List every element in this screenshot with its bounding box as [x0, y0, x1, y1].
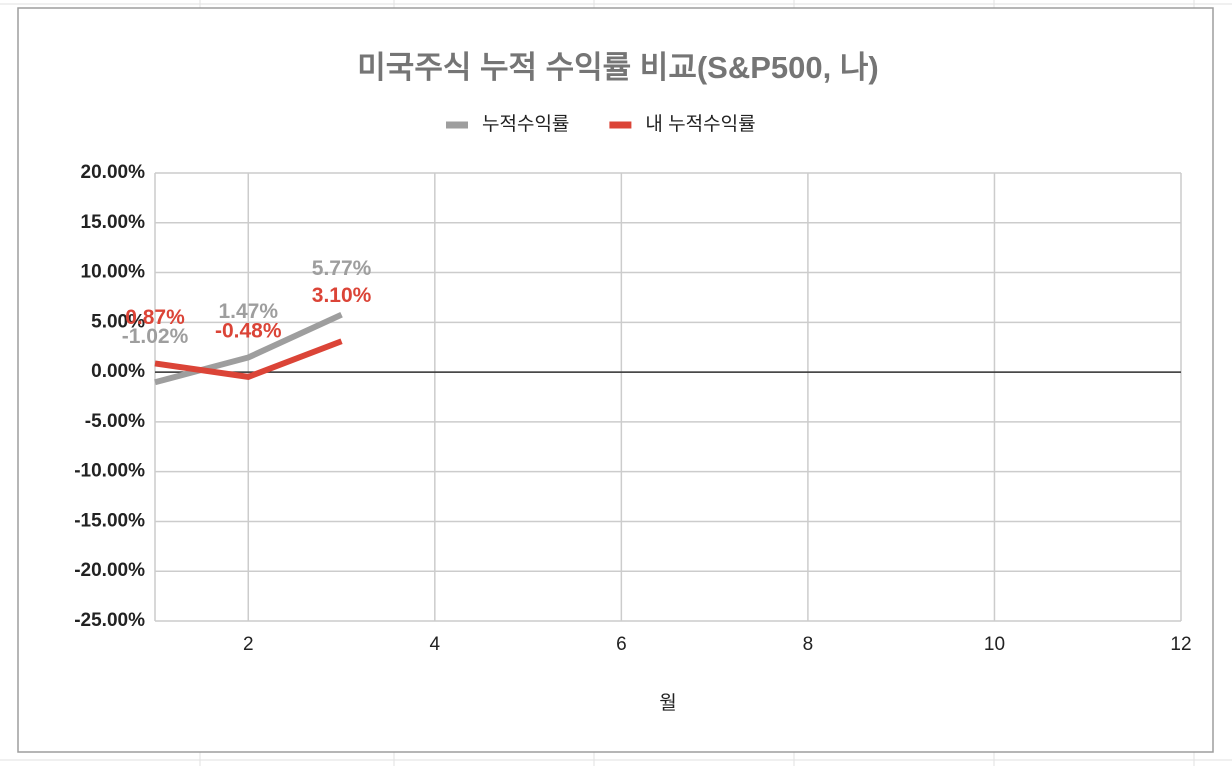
data-label: -1.02%: [122, 325, 189, 348]
series-line: [154, 338, 343, 380]
y-tick-label: -5.00%: [85, 411, 145, 432]
x-tick-label: 10: [984, 634, 1005, 655]
y-tick-label: 0.00%: [91, 361, 145, 382]
x-tick-label: 8: [803, 634, 814, 655]
x-axis-label: 월: [659, 692, 676, 714]
data-label: 5.77%: [312, 257, 372, 280]
data-label: 1.47%: [218, 300, 278, 323]
y-tick-label: 15.00%: [81, 212, 146, 233]
chart-frame: [17, 7, 1214, 753]
y-tick-label: 20.00%: [81, 162, 146, 183]
legend-label: 내 누적수익률: [645, 113, 755, 135]
x-tick-label: 12: [1170, 634, 1191, 655]
x-tick-label: 2: [243, 634, 254, 655]
x-tick-label: 4: [430, 634, 441, 655]
data-label: 0.87%: [125, 306, 185, 329]
y-tick-label: 10.00%: [81, 262, 146, 283]
y-tick-label: 5.00%: [91, 311, 145, 332]
series-line: [154, 311, 343, 386]
y-tick-label: -25.00%: [74, 610, 145, 631]
x-tick-label: 6: [616, 634, 627, 655]
data-label: -0.48%: [215, 319, 282, 342]
data-label: 3.10%: [312, 284, 372, 307]
y-tick-label: -10.00%: [74, 461, 145, 482]
y-tick-label: -15.00%: [74, 510, 145, 531]
y-tick-label: -20.00%: [74, 560, 145, 581]
legend-label: 누적수익률: [482, 113, 569, 135]
chart-title: 미국주식 누적 수익률 비교(S&P500, 나): [357, 50, 878, 85]
